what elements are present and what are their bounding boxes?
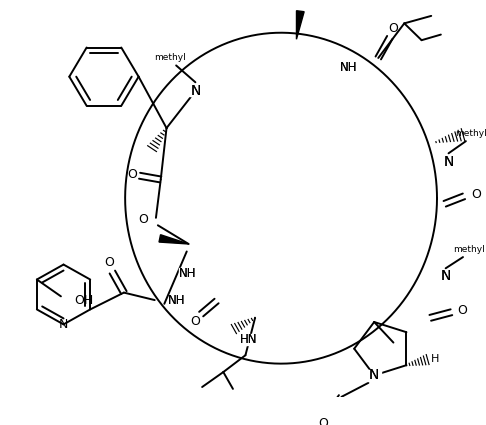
- Text: NH: NH: [340, 61, 357, 74]
- Text: O: O: [389, 22, 399, 34]
- Text: O: O: [457, 304, 467, 317]
- Text: N: N: [443, 155, 454, 169]
- Text: OH: OH: [74, 294, 94, 306]
- Text: N: N: [190, 84, 201, 98]
- Text: methyl: methyl: [453, 245, 485, 254]
- Bar: [337, 62, 360, 73]
- Text: O: O: [127, 168, 137, 181]
- Text: N: N: [440, 269, 451, 283]
- Bar: [237, 334, 260, 345]
- Text: O: O: [471, 188, 482, 201]
- Text: HN: HN: [240, 333, 257, 346]
- Text: O: O: [139, 213, 148, 226]
- Text: O: O: [191, 315, 200, 328]
- Text: N: N: [440, 269, 451, 283]
- Text: NH: NH: [179, 267, 196, 280]
- Bar: [442, 156, 455, 167]
- Text: N: N: [443, 155, 454, 169]
- Bar: [439, 270, 452, 281]
- Text: O: O: [104, 256, 114, 269]
- Bar: [179, 268, 202, 280]
- Text: methyl: methyl: [155, 53, 186, 62]
- Bar: [189, 85, 202, 96]
- Polygon shape: [159, 235, 189, 244]
- Text: H: H: [431, 354, 439, 364]
- Text: HN: HN: [240, 333, 257, 346]
- Text: N: N: [369, 368, 380, 383]
- Text: NH: NH: [168, 294, 186, 306]
- Text: NH: NH: [168, 294, 186, 306]
- Text: N: N: [369, 368, 380, 383]
- Text: NH: NH: [340, 61, 357, 74]
- Polygon shape: [296, 11, 304, 39]
- Text: N: N: [59, 318, 68, 331]
- Text: methyl: methyl: [455, 129, 486, 138]
- Text: O: O: [318, 416, 328, 425]
- Text: N: N: [190, 84, 201, 98]
- Text: NH: NH: [179, 267, 196, 280]
- Bar: [367, 370, 381, 381]
